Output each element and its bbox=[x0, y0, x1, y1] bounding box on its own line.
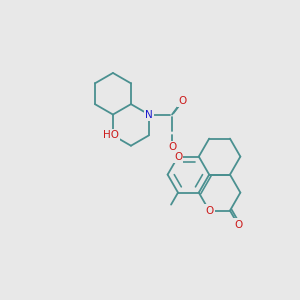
Text: N: N bbox=[145, 110, 153, 119]
Text: HO: HO bbox=[103, 130, 118, 140]
Text: O: O bbox=[234, 220, 242, 230]
Text: O: O bbox=[174, 152, 182, 162]
Text: O: O bbox=[178, 96, 186, 106]
Text: O: O bbox=[168, 142, 176, 152]
Text: O: O bbox=[205, 206, 213, 216]
